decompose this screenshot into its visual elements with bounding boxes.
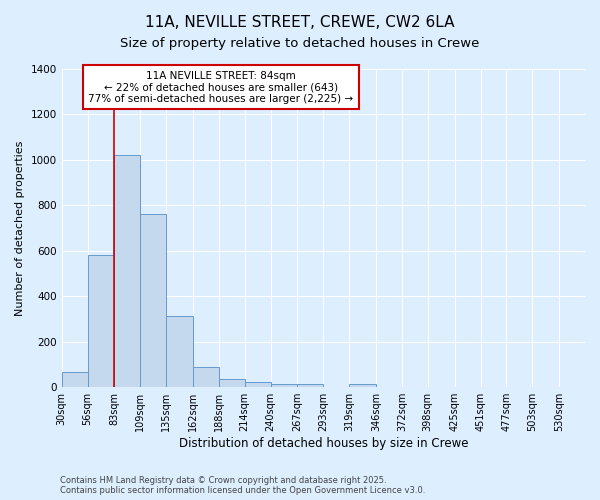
Bar: [166, 316, 193, 387]
Bar: [349, 384, 376, 387]
Bar: [219, 379, 245, 387]
Text: 11A, NEVILLE STREET, CREWE, CW2 6LA: 11A, NEVILLE STREET, CREWE, CW2 6LA: [145, 15, 455, 30]
Y-axis label: Number of detached properties: Number of detached properties: [15, 140, 25, 316]
Text: Size of property relative to detached houses in Crewe: Size of property relative to detached ho…: [121, 38, 479, 51]
Bar: [298, 384, 323, 387]
Text: 11A NEVILLE STREET: 84sqm
← 22% of detached houses are smaller (643)
77% of semi: 11A NEVILLE STREET: 84sqm ← 22% of detac…: [88, 70, 353, 104]
Bar: [115, 156, 140, 387]
Bar: [271, 384, 298, 387]
Bar: [62, 372, 88, 387]
Bar: [88, 256, 115, 387]
Bar: [193, 367, 219, 387]
Bar: [245, 382, 271, 387]
X-axis label: Distribution of detached houses by size in Crewe: Distribution of detached houses by size …: [179, 437, 468, 450]
Text: Contains HM Land Registry data © Crown copyright and database right 2025.
Contai: Contains HM Land Registry data © Crown c…: [60, 476, 425, 495]
Bar: [140, 214, 166, 387]
